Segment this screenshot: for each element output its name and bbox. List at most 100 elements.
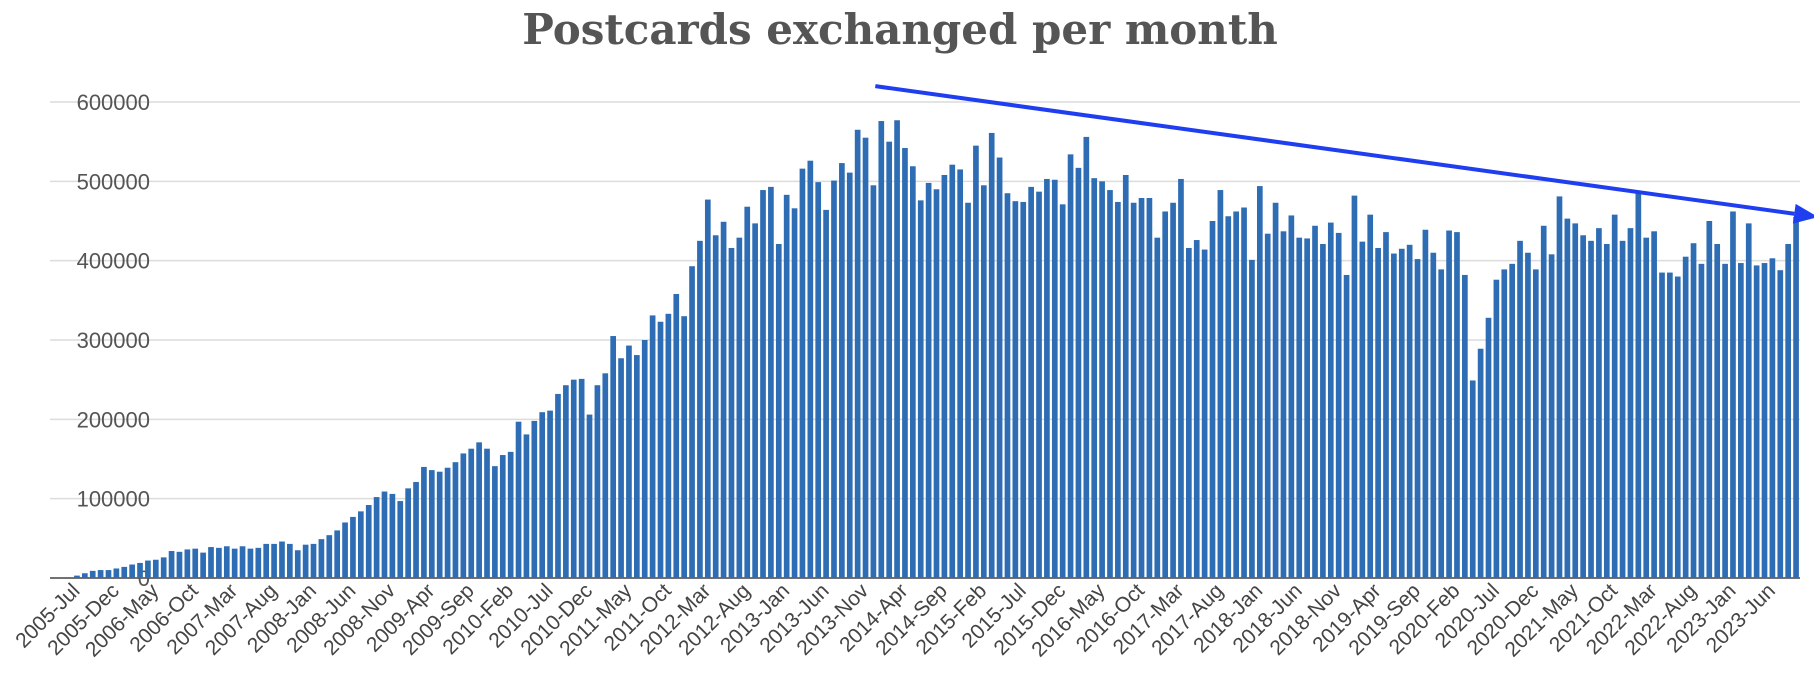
bar [1714, 244, 1721, 578]
bar [492, 466, 498, 578]
bar [1067, 154, 1074, 579]
bar [460, 453, 467, 578]
bar [902, 148, 908, 578]
bar [1627, 228, 1634, 578]
bar [1477, 348, 1484, 578]
bar [1556, 196, 1563, 578]
y-tick-label: 200000 [77, 407, 150, 432]
bar [129, 564, 135, 578]
bar [712, 235, 719, 578]
bar [1446, 230, 1452, 578]
bar [1698, 263, 1705, 578]
bar [791, 208, 798, 578]
bar [933, 189, 940, 578]
bar [405, 488, 411, 578]
bar [208, 547, 214, 578]
bar [1493, 279, 1500, 578]
bar [137, 562, 143, 578]
bar [168, 551, 175, 578]
bar [846, 172, 853, 579]
bar [1540, 225, 1547, 578]
bar [1422, 229, 1429, 579]
bar [255, 547, 262, 578]
bar [421, 466, 427, 578]
bar [1051, 179, 1058, 578]
bar [744, 206, 751, 578]
bar [279, 541, 285, 578]
bar [768, 186, 774, 578]
bar [1083, 136, 1090, 578]
bar [271, 543, 277, 578]
bar [996, 157, 1003, 578]
bar [1335, 232, 1342, 578]
bar [539, 412, 546, 578]
bar [1327, 222, 1334, 578]
bar [1785, 244, 1792, 578]
bar [1375, 247, 1381, 578]
bar [657, 321, 664, 578]
bar [1454, 232, 1460, 579]
bar [1225, 216, 1232, 579]
bar [870, 185, 877, 579]
bar [1044, 178, 1050, 578]
bar [1193, 240, 1200, 579]
bar [1130, 202, 1137, 578]
bar [980, 185, 987, 579]
bar [113, 568, 120, 578]
bar [775, 244, 782, 578]
bar [1738, 263, 1744, 578]
bar [1398, 248, 1405, 578]
bar [145, 560, 151, 578]
bar [1438, 269, 1445, 578]
bar [1280, 231, 1287, 578]
bar [1217, 190, 1224, 578]
bar [1667, 272, 1673, 578]
bar [704, 199, 711, 578]
bar [373, 497, 380, 578]
bar [1730, 211, 1736, 579]
bar [357, 511, 364, 578]
bar [1501, 269, 1508, 578]
bar [1777, 270, 1784, 578]
bar [263, 543, 270, 578]
bar [484, 448, 490, 578]
bar [318, 539, 325, 578]
bar [1674, 276, 1681, 578]
trend-arrow-line [875, 84, 1795, 216]
bar [121, 566, 128, 578]
bar [1091, 178, 1098, 578]
bar [1264, 233, 1271, 578]
bar [444, 467, 451, 578]
bar [216, 547, 222, 578]
bar [1414, 259, 1421, 578]
bar [641, 340, 648, 578]
bar [925, 182, 932, 579]
bar [1154, 237, 1161, 578]
bar [570, 379, 577, 578]
bar [555, 393, 561, 578]
bar [302, 544, 309, 578]
bar [1532, 269, 1539, 578]
bar [1406, 244, 1413, 579]
bar [1256, 186, 1263, 578]
bar [917, 200, 924, 578]
bar [1517, 240, 1523, 578]
bar [965, 202, 971, 578]
bar [1682, 256, 1689, 578]
bar [342, 522, 348, 578]
bar [1296, 237, 1303, 578]
bar [547, 410, 553, 578]
bar [602, 373, 609, 578]
bar [1548, 254, 1555, 578]
bar [1312, 225, 1318, 578]
bar [854, 129, 861, 578]
bar [1012, 201, 1019, 579]
bar [105, 570, 112, 578]
bar [1659, 272, 1665, 578]
bar [807, 160, 814, 578]
bar [1753, 265, 1760, 578]
bar [1146, 197, 1153, 579]
bar [1272, 202, 1279, 578]
bar [988, 132, 995, 578]
